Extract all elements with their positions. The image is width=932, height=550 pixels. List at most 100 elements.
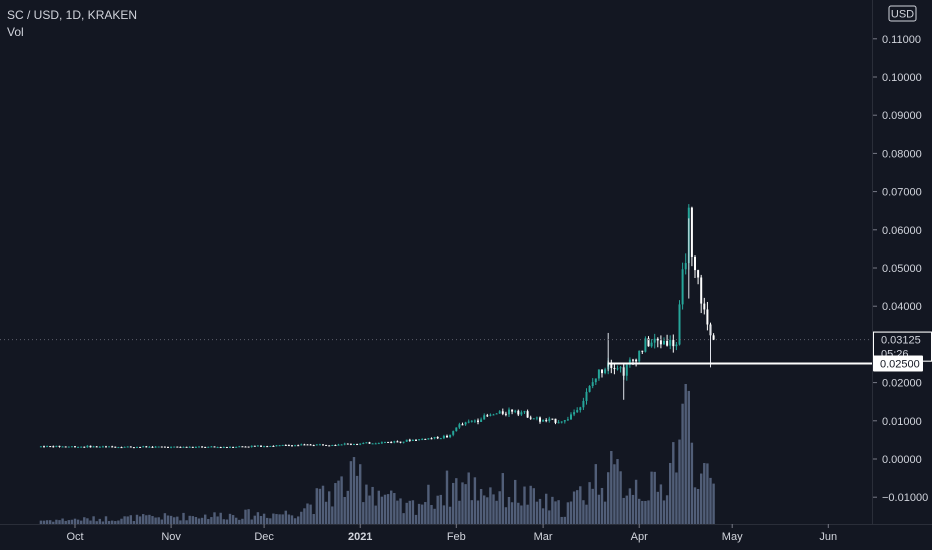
candle-body — [160, 446, 163, 448]
volume-bar — [169, 515, 173, 524]
volume-bar — [244, 509, 247, 524]
candle-body — [114, 446, 117, 448]
volume-bar — [365, 484, 368, 524]
candle-body — [659, 340, 662, 345]
price-tick-label: 0.09000 — [882, 110, 922, 122]
candle-body — [55, 445, 58, 447]
candle-body — [173, 446, 176, 448]
candle-body — [256, 445, 259, 447]
volume-bar — [287, 514, 291, 524]
volume-bar — [417, 503, 421, 524]
candle-body — [387, 441, 390, 443]
volume-bar — [132, 521, 136, 524]
volume-bar — [665, 495, 669, 524]
candle-body — [213, 446, 216, 448]
candle-body — [291, 445, 293, 447]
candle-body — [61, 446, 64, 448]
price-tick-label: −0.01000 — [882, 492, 928, 504]
volume-bar — [154, 517, 157, 524]
candle-body — [148, 446, 151, 448]
volume-bar — [523, 486, 526, 524]
volume-bar — [514, 479, 517, 524]
volume-bar — [386, 494, 390, 524]
volume-bar — [600, 487, 604, 524]
candle-body — [362, 442, 365, 444]
candle-body — [449, 434, 452, 438]
candle-body — [368, 442, 371, 444]
volume-bar — [619, 471, 622, 524]
candle-body — [436, 436, 439, 439]
candle-body — [495, 413, 498, 415]
symbol-title[interactable]: SC / USD, 1D, KRAKEN — [7, 8, 138, 22]
volume-bar — [256, 512, 260, 524]
volume-bar — [703, 463, 706, 524]
candle-body — [163, 446, 166, 448]
volume-bar — [529, 485, 532, 524]
volume-bar — [411, 500, 415, 524]
volume-bar — [324, 501, 328, 524]
currency-badge[interactable] — [888, 5, 917, 22]
volume-bar — [216, 516, 219, 524]
candle-body — [644, 338, 647, 352]
volume-bar — [138, 516, 142, 524]
currency-badge-label[interactable]: USD — [891, 9, 914, 21]
volume-bar — [541, 508, 545, 524]
candle-body — [690, 207, 693, 257]
candle-body — [216, 447, 219, 449]
volume-bar — [42, 520, 46, 524]
volume-bar — [653, 471, 656, 524]
volume-bar — [83, 517, 86, 524]
candle-body — [235, 446, 238, 448]
candle-body — [343, 443, 346, 445]
candle-body — [300, 444, 303, 446]
volume-bar — [545, 493, 548, 524]
time-tick-label: Mar — [534, 531, 553, 543]
candle-body — [328, 445, 331, 447]
candle-body — [49, 446, 52, 448]
volume-bar — [290, 515, 294, 524]
volume-bar — [616, 459, 619, 524]
candle-body — [120, 447, 123, 449]
price-tick-label: 0.00000 — [882, 454, 922, 466]
volume-bar — [278, 514, 281, 524]
volume-bar — [579, 486, 582, 524]
horizontal-line-label[interactable]: 0.02500 — [880, 359, 920, 371]
volume-bar — [421, 504, 424, 524]
volume-bar — [554, 501, 557, 524]
price-axis: −0.01000 0.00000 0.01000 0.02000 0.04000 0.05… — [873, 5, 932, 504]
candle-body — [712, 335, 715, 340]
candle-body — [498, 411, 501, 414]
candle-body — [142, 446, 145, 448]
volume-indicator-label[interactable]: Vol — [7, 25, 24, 39]
candle-body — [570, 414, 572, 420]
volume-bar — [700, 473, 703, 524]
candle-body — [129, 446, 132, 448]
volume-bar — [185, 520, 188, 524]
volume-bar — [92, 516, 95, 524]
volume-bar — [427, 484, 430, 524]
chart-legend: SC / USD, 1D, KRAKEN Vol — [7, 7, 137, 41]
volume-bar — [693, 487, 697, 524]
volume-bar — [458, 500, 461, 524]
volume-bar — [328, 491, 331, 524]
candle-body — [346, 443, 349, 445]
candle-body — [58, 445, 61, 447]
volume-bar — [622, 497, 625, 524]
volume-bar — [610, 451, 613, 524]
volume-bar — [687, 390, 690, 524]
candle-body — [371, 443, 374, 445]
volume-bar — [64, 520, 67, 524]
candle-body — [117, 447, 120, 449]
volume-bar — [355, 475, 359, 524]
price-tick-label: 0.02000 — [882, 378, 922, 390]
horizontal-line-label-box[interactable] — [873, 355, 923, 372]
volume-bar — [70, 519, 74, 524]
volume-bar — [374, 505, 377, 524]
candle-body — [591, 382, 594, 387]
candle-body — [517, 410, 520, 415]
volume-bar — [445, 470, 449, 524]
candle-body — [560, 421, 563, 423]
volume-bar — [191, 516, 194, 524]
volume-bar — [318, 488, 322, 524]
